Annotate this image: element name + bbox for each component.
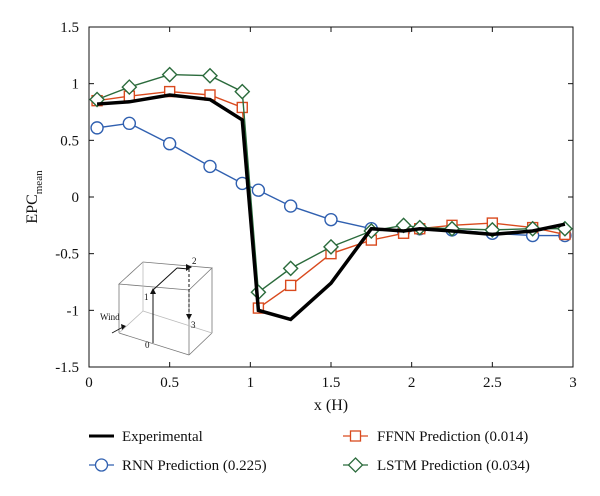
x-tick-label: 2.5 [483,375,502,391]
data-point-rnn [251,183,266,197]
x-tick-label: 2 [408,375,416,391]
series-line-ffnn [96,90,566,310]
legend-item-rnn: RNN Prediction (0.225) [89,458,267,474]
data-point-lstm [121,79,138,96]
x-tick-label: 1 [247,375,255,391]
inset-label-2: 2 [192,256,197,266]
x-tick-label: 0.5 [160,375,179,391]
data-point-lstm [282,260,299,277]
y-tick-label: 0.5 [60,133,79,149]
inset-arrow-3 [186,314,192,320]
x-tick-label: 3 [569,375,577,391]
y-tick-label: -1 [67,303,80,319]
series-lstm [89,66,573,301]
y-axis-title-group: EPCmean [24,170,45,224]
inset-diagram: Wind 0 1 2 3 [100,256,213,356]
y-tick-label: 0 [72,190,80,206]
x-tick-label: 0 [85,375,93,391]
data-point-rnn [203,159,217,174]
legend-swatch-lstm-marker [347,457,364,473]
y-axis: 1.5 1 0.5 0 -0.5 -1 -1.5 [55,20,573,376]
legend-item-ffnn: FFNN Prediction (0.014) [343,429,528,445]
plot-area: 0 0.5 1 1.5 2 2.5 3 1.5 1 0.5 0 -0.5 -1 -1.5 [55,20,577,391]
legend-label-experimental: Experimental [122,429,203,445]
inset-path [152,267,190,343]
inset-arrow-2 [186,264,192,271]
inset-label-3: 3 [191,320,196,330]
inset-cube [118,261,213,356]
y-tick-label: -0.5 [55,247,79,263]
y-tick-label: 1.5 [60,20,79,36]
data-point-rnn [162,137,177,151]
data-point-lstm [234,83,251,100]
data-point-lstm [323,238,339,255]
series-layer [89,66,573,322]
data-point-lstm [202,67,218,84]
legend-item-lstm: LSTM Prediction (0.034) [343,457,530,474]
legend-swatch-rnn-marker [94,458,109,472]
legend-label-rnn: RNN Prediction (0.225) [122,458,267,474]
inset-label-0: 0 [145,340,150,350]
x-tick-label: 1.5 [322,375,341,391]
data-point-rnn [122,116,137,131]
x-axis: 0 0.5 1 1.5 2 2.5 3 [85,27,577,391]
series-line-experimental [96,93,566,322]
inset-arrow-1 [150,288,156,294]
inset-wind-arrow [111,326,124,334]
y-axis-title: EPCmean [24,170,45,224]
legend-swatch-ffnn-marker [349,430,362,442]
inset-wind-arrowhead [121,324,126,330]
legend-label-ffnn: FFNN Prediction (0.014) [377,429,528,445]
data-point-ffnn [284,279,297,292]
y-axis-title-sub: mean [33,170,45,194]
data-point-rnn [283,199,298,213]
data-point-lstm [161,66,178,83]
data-point-rnn [324,212,338,227]
x-axis-title: x (H) [314,397,348,414]
plot-frame [88,26,574,368]
inset-wind-label: Wind [100,312,120,322]
series-rnn [90,116,572,243]
y-tick-label: -1.5 [55,360,79,376]
data-point-rnn [90,121,104,135]
legend-item-experimental: Experimental [89,429,203,445]
y-tick-label: 1 [72,77,80,93]
legend: Experimental RNN Prediction (0.225) FFNN… [89,429,530,474]
data-point-ffnn [236,101,248,114]
series-ffnn [91,85,571,314]
legend-label-lstm: LSTM Prediction (0.034) [377,458,530,474]
series-experimental [96,93,566,322]
series-line-lstm [96,73,565,294]
inset-label-1: 1 [144,292,149,302]
y-axis-title-main: EPC [24,194,41,223]
